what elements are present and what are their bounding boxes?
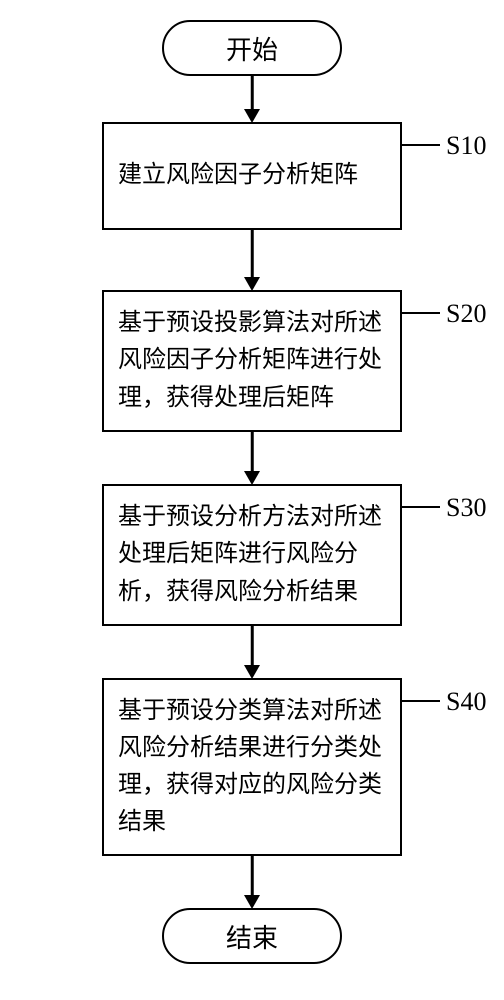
arrow-shaft <box>251 856 254 896</box>
step-label-s40: S40 <box>446 687 486 717</box>
arrow-shaft <box>251 626 254 666</box>
arrow-shaft <box>251 432 254 472</box>
process-s20-text: 基于预设投影算法对所述风险因子分析矩阵进行处理，获得处理后矩阵 <box>118 305 386 417</box>
label-connector-s30 <box>402 506 440 508</box>
arrow-shaft <box>251 76 254 110</box>
arrow-head <box>244 109 260 123</box>
terminator-start-text: 开始 <box>226 30 278 67</box>
arrow-s40-to-end <box>242 856 262 908</box>
process-s30: 基于预设分析方法对所述处理后矩阵进行风险分析，获得风险分析结果 <box>102 484 402 626</box>
terminator-end: 结束 <box>162 908 342 964</box>
arrow-head <box>244 277 260 291</box>
arrow-s30-to-s40 <box>242 626 262 678</box>
label-connector-s20 <box>402 312 440 314</box>
step-s20-wrap: 基于预设投影算法对所述风险因子分析矩阵进行处理，获得处理后矩阵 S20 <box>0 290 504 432</box>
terminator-end-text: 结束 <box>226 918 278 955</box>
flow-column: 开始 建立风险因子分析矩阵 S10 基于预设投影算法对所述风险因子分析矩阵进行处… <box>0 20 504 964</box>
arrow-head <box>244 665 260 679</box>
arrow-s20-to-s30 <box>242 432 262 484</box>
process-s40-text: 基于预设分类算法对所述风险分析结果进行分类处理，获得对应的风险分类结果 <box>118 693 386 842</box>
process-s10-text: 建立风险因子分析矩阵 <box>118 157 386 194</box>
arrow-head <box>244 471 260 485</box>
process-s30-text: 基于预设分析方法对所述处理后矩阵进行风险分析，获得风险分析结果 <box>118 499 386 611</box>
step-label-s30: S30 <box>446 493 486 523</box>
flowchart-container: 开始 建立风险因子分析矩阵 S10 基于预设投影算法对所述风险因子分析矩阵进行处… <box>0 20 504 964</box>
step-label-s20: S20 <box>446 299 486 329</box>
step-s40-wrap: 基于预设分类算法对所述风险分析结果进行分类处理，获得对应的风险分类结果 S40 <box>0 678 504 856</box>
process-s40: 基于预设分类算法对所述风险分析结果进行分类处理，获得对应的风险分类结果 <box>102 678 402 856</box>
step-label-s10: S10 <box>446 131 486 161</box>
label-connector-s40 <box>402 700 440 702</box>
terminator-start: 开始 <box>162 20 342 76</box>
step-s30-wrap: 基于预设分析方法对所述处理后矩阵进行风险分析，获得风险分析结果 S30 <box>0 484 504 626</box>
arrow-s10-to-s20 <box>242 230 262 290</box>
process-s20: 基于预设投影算法对所述风险因子分析矩阵进行处理，获得处理后矩阵 <box>102 290 402 432</box>
arrow-head <box>244 895 260 909</box>
label-connector-s10 <box>402 144 440 146</box>
process-s10: 建立风险因子分析矩阵 <box>102 122 402 230</box>
arrow-shaft <box>251 230 254 278</box>
step-s10-wrap: 建立风险因子分析矩阵 S10 <box>0 122 504 230</box>
arrow-start-to-s10 <box>242 76 262 122</box>
